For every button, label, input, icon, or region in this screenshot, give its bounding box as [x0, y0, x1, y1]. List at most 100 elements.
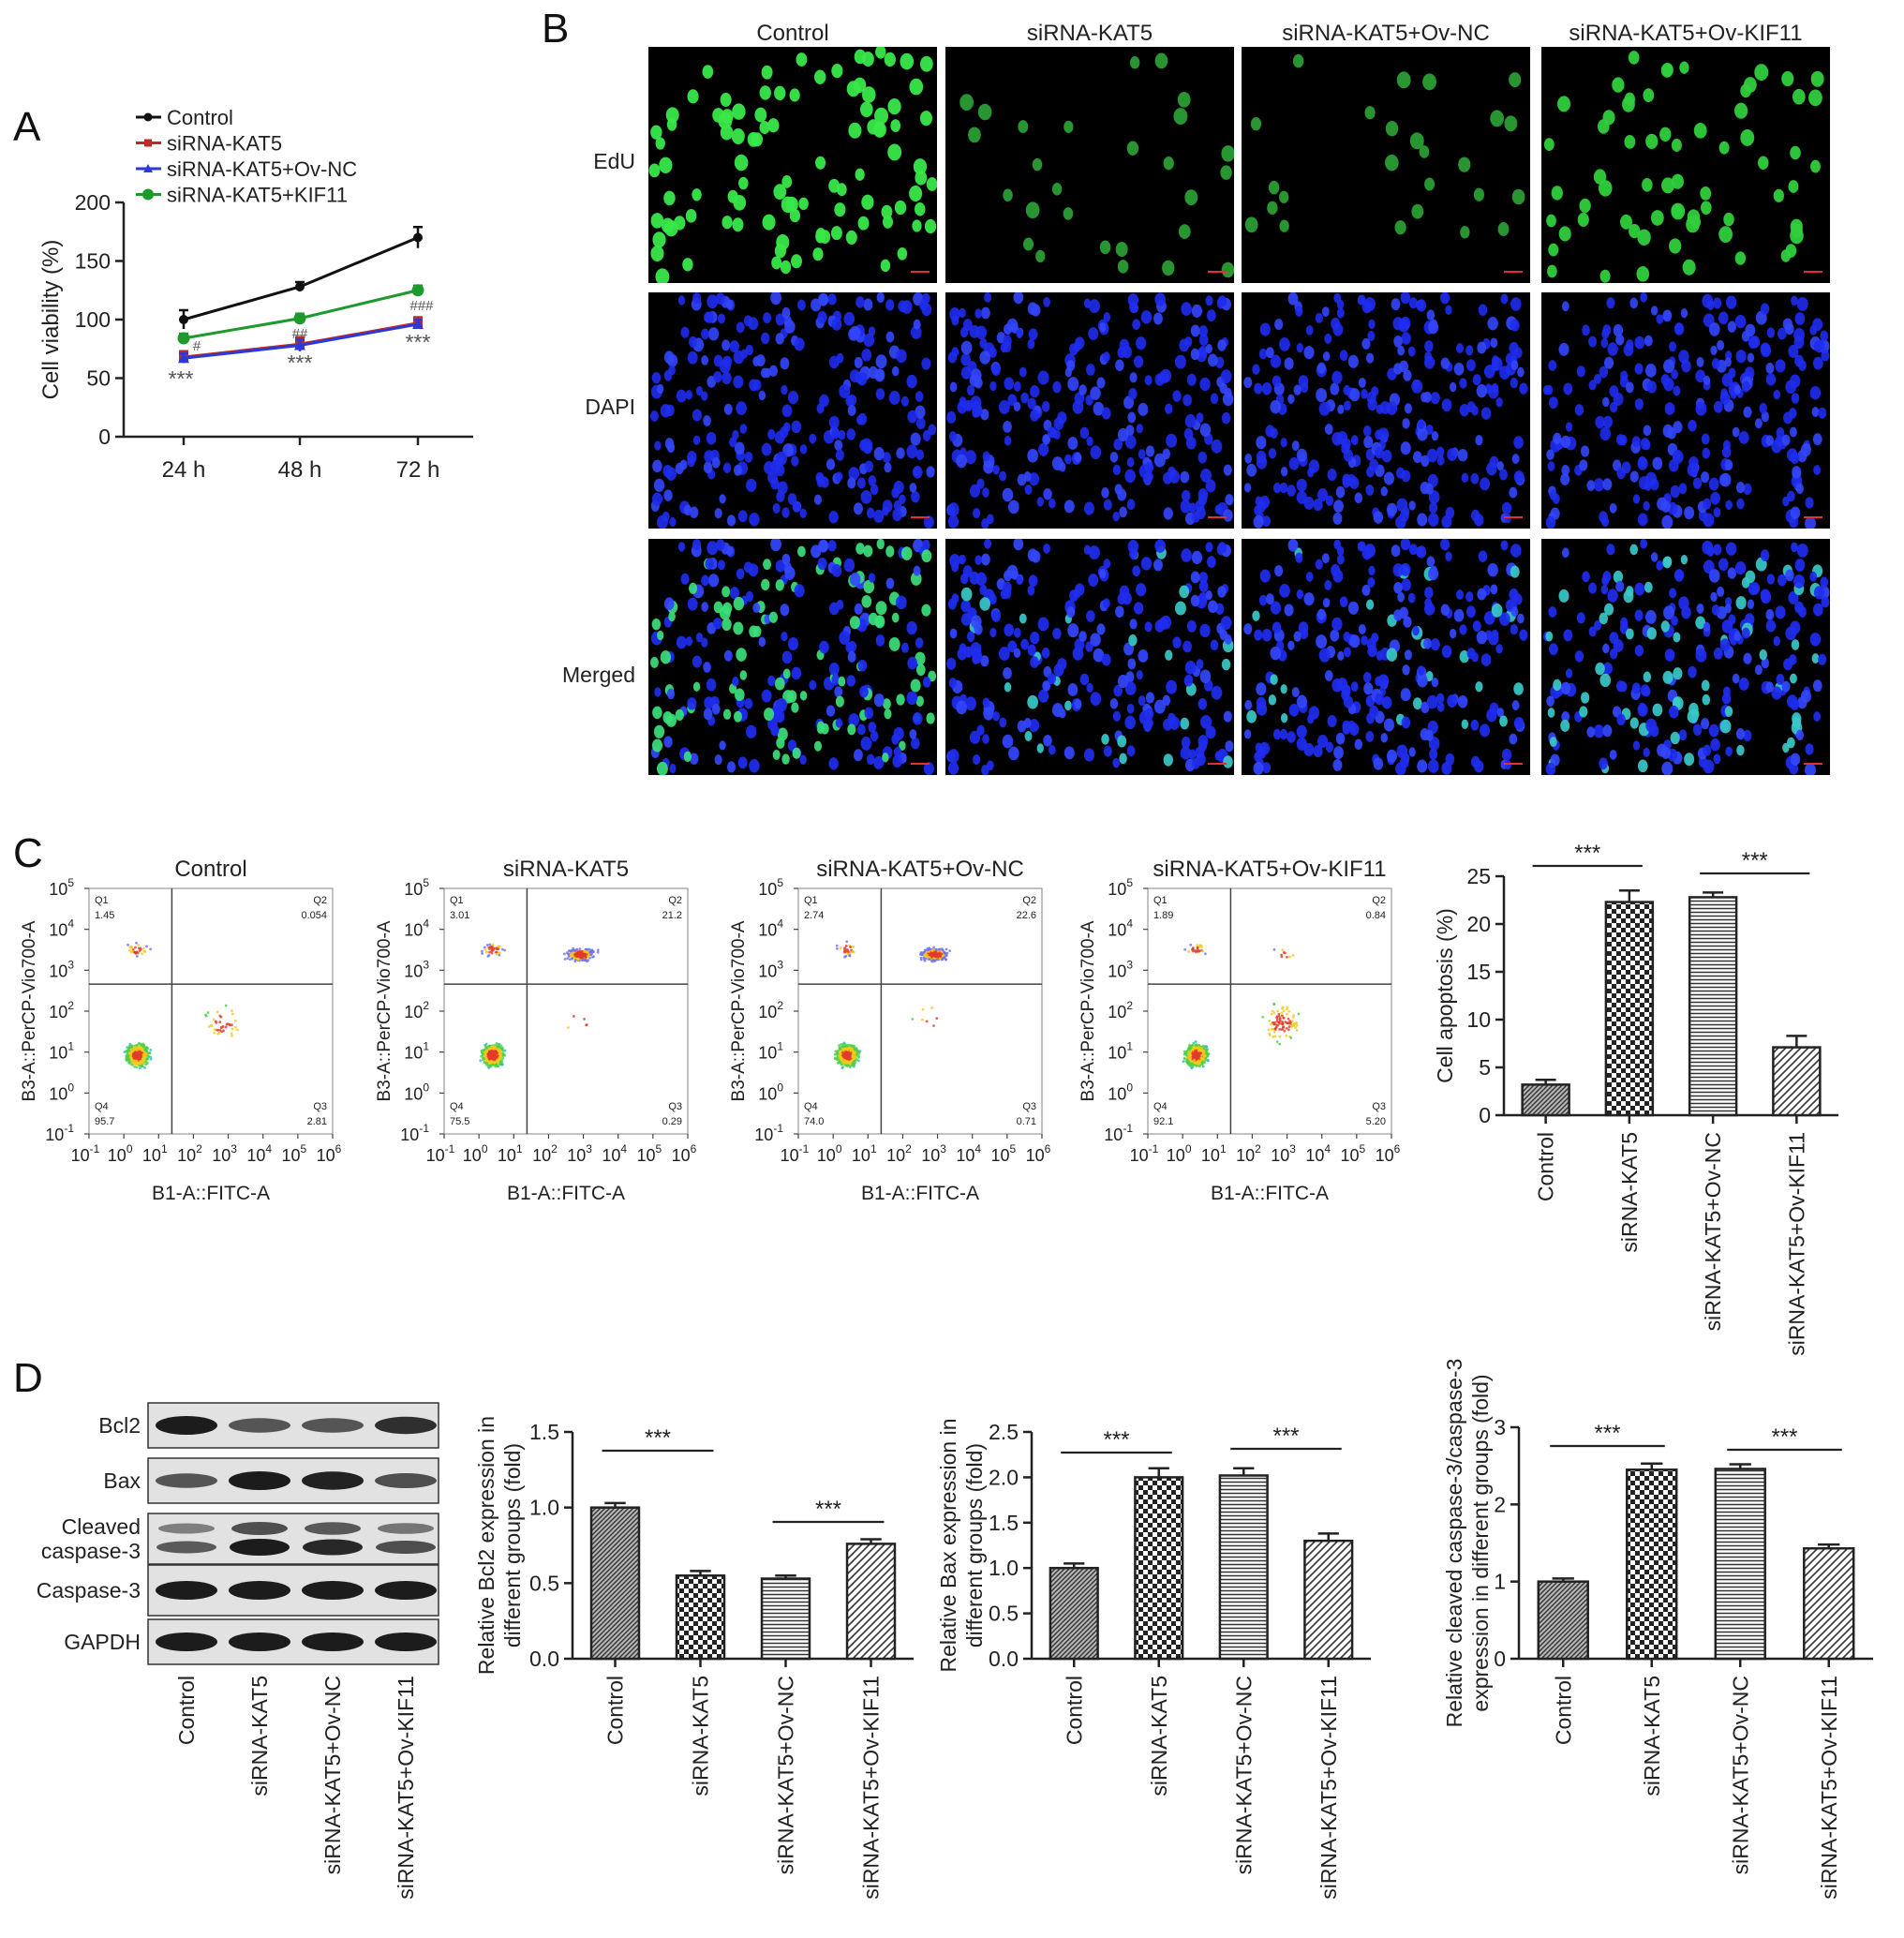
event-dot — [213, 1031, 216, 1035]
merged-nucleus — [1188, 749, 1197, 760]
dapi-nucleus — [1613, 323, 1624, 337]
merged-nucleus — [1090, 633, 1101, 647]
merged-nucleus — [853, 749, 863, 762]
merged-nucleus — [1416, 545, 1424, 558]
merged-nucleus — [1604, 603, 1614, 616]
merged-nucleus — [1083, 748, 1094, 762]
merged-nucleus — [1809, 632, 1822, 647]
dapi-nucleus — [1119, 338, 1130, 352]
edu-nucleus — [1424, 177, 1435, 191]
dapi-nucleus — [1293, 384, 1302, 395]
edu-nucleus — [759, 120, 770, 135]
dapi-nucleus — [1166, 433, 1178, 448]
flow-y-label: B3-A::PerCP-Vio700-A — [20, 920, 39, 1101]
merged-nucleus — [1291, 687, 1300, 698]
dapi-nucleus — [1103, 351, 1110, 363]
significance-hash: ## — [292, 326, 308, 342]
dapi-nucleus — [1117, 488, 1127, 501]
merged-nucleus — [1643, 747, 1650, 757]
dapi-nucleus — [1375, 429, 1382, 440]
dapi-nucleus — [1417, 427, 1428, 441]
edu-nucleus — [655, 137, 665, 150]
dapi-nucleus — [1153, 312, 1163, 325]
merged-nucleus — [1629, 717, 1639, 729]
edu-nucleus — [1792, 88, 1806, 105]
dapi-nucleus — [1650, 306, 1659, 316]
row-label: Merged — [562, 663, 635, 687]
merged-nucleus — [868, 573, 876, 583]
data-point — [178, 352, 189, 364]
dapi-nucleus — [1361, 389, 1368, 399]
edu-nucleus — [1754, 64, 1769, 82]
merged-nucleus — [1004, 623, 1015, 637]
merged-nucleus — [1270, 646, 1282, 661]
dapi-nucleus — [1270, 354, 1282, 368]
dapi-nucleus — [1008, 499, 1019, 514]
dapi-nucleus — [1280, 467, 1288, 477]
merged-nucleus — [1765, 609, 1775, 620]
dapi-nucleus — [1342, 477, 1351, 488]
edu-nucleus — [1808, 89, 1822, 107]
dapi-nucleus — [893, 480, 904, 494]
merged-nucleus — [1664, 648, 1675, 662]
event-dot — [585, 1023, 588, 1027]
dapi-nucleus — [1123, 395, 1135, 410]
dapi-nucleus — [1181, 489, 1191, 502]
dapi-nucleus — [1127, 411, 1137, 424]
merged-nucleus — [1652, 703, 1663, 717]
dapi-nucleus — [921, 303, 932, 317]
legend-marker — [143, 112, 153, 122]
merged-nucleus — [1656, 560, 1664, 571]
dapi-nucleus — [891, 365, 900, 377]
dapi-nucleus — [1153, 453, 1166, 468]
dapi-nucleus — [1499, 365, 1510, 380]
event-dot — [132, 950, 136, 954]
merged-nucleus — [1565, 668, 1573, 678]
dapi-nucleus — [663, 489, 673, 501]
dapi-nucleus — [1043, 488, 1052, 500]
merged-nucleus — [1347, 601, 1359, 615]
dapi-nucleus — [1766, 327, 1775, 338]
merged-nucleus — [1702, 693, 1711, 706]
merged-nucleus — [1470, 719, 1480, 731]
merged-nucleus — [1350, 681, 1359, 693]
dapi-nucleus — [1671, 369, 1678, 380]
flow-x-tick-label: 100 — [108, 1142, 133, 1165]
dapi-nucleus — [1820, 330, 1829, 342]
merged-nucleus — [1101, 653, 1111, 666]
merged-nucleus — [1052, 627, 1062, 640]
merged-nucleus — [1602, 662, 1613, 675]
dapi-nucleus — [1461, 472, 1469, 484]
dapi-nucleus — [1066, 360, 1076, 372]
merged-nucleus — [665, 713, 677, 727]
dapi-nucleus — [1358, 377, 1366, 389]
significance-stars: *** — [406, 330, 431, 354]
cells — [946, 292, 1234, 529]
dapi-nucleus — [1789, 408, 1797, 419]
event-dot — [231, 1023, 233, 1027]
cells — [649, 539, 937, 775]
edu-nucleus — [1411, 203, 1424, 219]
merged-nucleus — [1154, 539, 1166, 553]
merged-nucleus — [1270, 674, 1278, 685]
merged-nucleus — [1447, 694, 1458, 708]
dapi-nucleus — [818, 292, 829, 306]
flow-y-tick-label: 102 — [49, 999, 74, 1021]
merged-nucleus — [1112, 757, 1120, 768]
column-title: Control — [756, 21, 828, 46]
merged-nucleus — [1710, 738, 1720, 752]
dapi-nucleus — [1480, 477, 1491, 491]
dapi-nucleus — [1457, 448, 1468, 462]
dapi-nucleus — [723, 403, 733, 415]
merged-nucleus — [1017, 720, 1027, 733]
event-dot — [236, 1028, 239, 1032]
data-point — [293, 312, 306, 325]
merged-nucleus — [1300, 628, 1309, 640]
dapi-nucleus — [782, 422, 791, 433]
edu-nucleus — [900, 52, 915, 70]
dapi-nucleus — [1408, 297, 1418, 309]
merged-nucleus — [1777, 574, 1787, 587]
dapi-nucleus — [973, 508, 981, 519]
merged-nucleus — [1602, 643, 1610, 654]
